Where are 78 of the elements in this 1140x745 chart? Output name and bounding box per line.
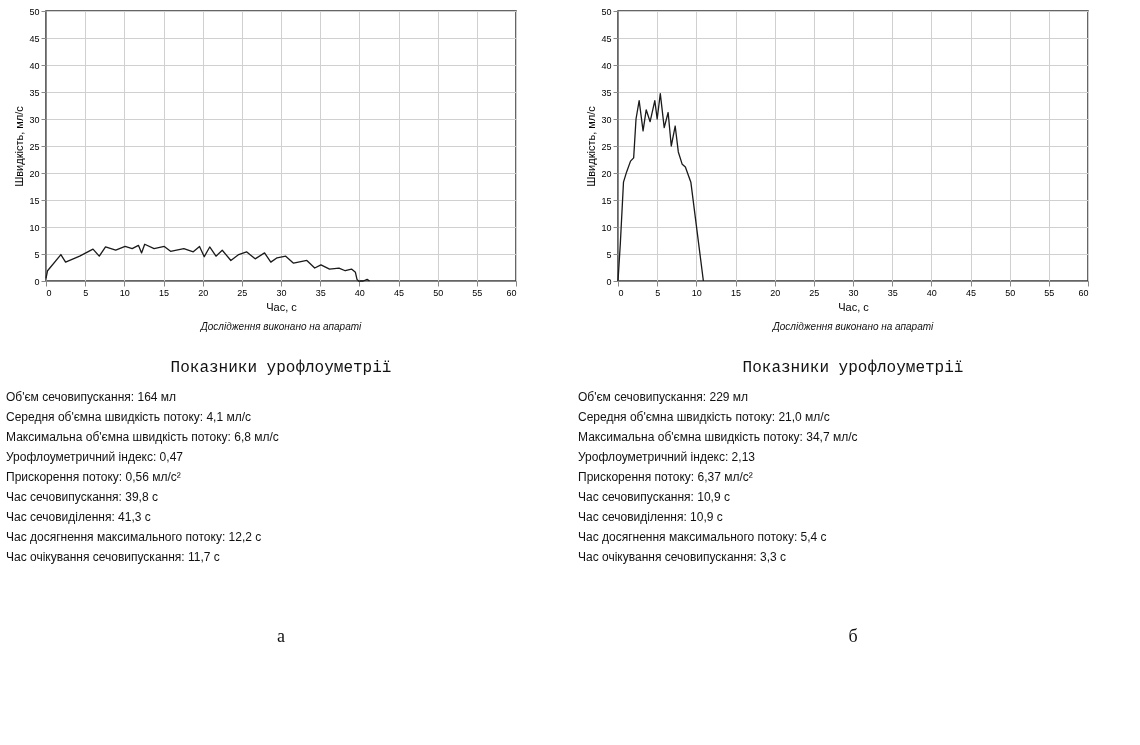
x-axis-title: Час, с (838, 300, 870, 313)
x-axis-title: Час, с (266, 300, 298, 313)
text: Урофлоуметричний індекс: 2,13 (578, 450, 756, 464)
y-axis-title: Швидкість, мл/с (13, 105, 26, 187)
y-tick-label: 0 (34, 276, 40, 287)
x-tick-label: 0 (46, 287, 52, 298)
text: Об'єм сечовипускання: 164 мл (6, 390, 177, 404)
x-tick-label: 25 (237, 287, 248, 298)
text: Час досягнення максимального потоку: 5,4 с (578, 530, 827, 544)
y-axis-title: Швидкість, мл/с (585, 105, 598, 187)
x-tick-label: 10 (119, 287, 130, 298)
x-tick-label: 5 (655, 287, 661, 298)
y-tick-label: 0 (606, 276, 612, 287)
y-tick-label: 10 (601, 222, 612, 233)
x-tick-label: 20 (770, 287, 781, 298)
text: Максимальна об'ємна швидкість потоку: 34,7 мл/с (578, 430, 858, 444)
x-tick-label: 60 (506, 287, 517, 298)
text: Прискорення потоку: 6,37 мл/с² (578, 470, 753, 484)
text: Час сечовиділення: 41,3 с (6, 510, 151, 524)
x-tick-label: 50 (433, 287, 444, 298)
y-tick-label: 40 (601, 60, 612, 71)
y-tick-label: 50 (601, 6, 612, 17)
x-tick-label: 60 (1078, 287, 1089, 298)
y-tick-label: 15 (29, 195, 40, 206)
text: Дослідження виконано на апараті (199, 321, 363, 332)
line-series (45, 243, 371, 282)
x-tick-label: 30 (276, 287, 287, 298)
text: Середня об'ємна швидкість потоку: 21,0 мл/с (578, 410, 830, 424)
y-tick-label: 45 (601, 33, 612, 44)
text: Час очікування сечовипускання: 3,3 с (578, 550, 786, 564)
x-tick-label: 30 (848, 287, 859, 298)
x-tick-label: 5 (83, 287, 89, 298)
y-tick-label: 35 (601, 87, 612, 98)
x-tick-label: 25 (809, 287, 820, 298)
x-tick-label: 35 (315, 287, 326, 298)
x-tick-label: 45 (965, 287, 977, 298)
text: Об'єм сечовипускання: 229 мл (578, 390, 749, 404)
y-tick-label: 15 (601, 195, 612, 206)
y-tick-label: 10 (29, 222, 40, 233)
text: Показники урофлоуметрії (170, 359, 392, 377)
x-tick-label: 10 (691, 287, 702, 298)
y-tick-label: 25 (29, 141, 40, 152)
line-series (617, 92, 705, 282)
text: а (277, 626, 285, 646)
text: Час досягнення максимального потоку: 12,2 с (6, 530, 262, 544)
y-tick-label: 45 (29, 33, 40, 44)
text: Прискорення потоку: 0,56 мл/с² (6, 470, 181, 484)
text: Час очікування сечовипускання: 11,7 с (6, 550, 220, 564)
y-tick-label: 30 (601, 114, 612, 125)
text: Дослідження виконано на апараті (771, 321, 935, 332)
text: б (848, 626, 858, 646)
y-tick-label: 5 (34, 249, 40, 260)
x-tick-label: 0 (618, 287, 624, 298)
x-tick-label: 55 (472, 287, 483, 298)
y-tick-label: 40 (29, 60, 40, 71)
text: Час сечовипускання: 39,8 с (6, 490, 158, 504)
text: Час сечовиділення: 10,9 с (578, 510, 723, 524)
x-tick-label: 35 (887, 287, 898, 298)
text: Середня об'ємна швидкість потоку: 4,1 мл/с (6, 410, 252, 424)
x-tick-label: 50 (1005, 287, 1016, 298)
y-tick-label: 30 (29, 114, 40, 125)
y-tick-label: 5 (606, 249, 612, 260)
x-tick-label: 15 (158, 287, 170, 298)
text: Урофлоуметричний індекс: 0,47 (6, 450, 184, 464)
x-tick-label: 45 (393, 287, 405, 298)
y-tick-label: 20 (601, 168, 612, 179)
y-tick-label: 35 (29, 87, 40, 98)
x-tick-label: 55 (1044, 287, 1055, 298)
text: Максимальна об'ємна швидкість потоку: 6,8 мл/с (6, 430, 279, 444)
x-tick-label: 15 (730, 287, 742, 298)
text: Час сечовипускання: 10,9 с (578, 490, 730, 504)
text: Показники урофлоуметрії (742, 359, 964, 377)
x-tick-label: 20 (198, 287, 209, 298)
x-tick-label: 40 (926, 287, 937, 298)
y-tick-label: 25 (601, 141, 612, 152)
x-tick-label: 40 (354, 287, 365, 298)
y-tick-label: 50 (29, 6, 40, 17)
y-tick-label: 20 (29, 168, 40, 179)
